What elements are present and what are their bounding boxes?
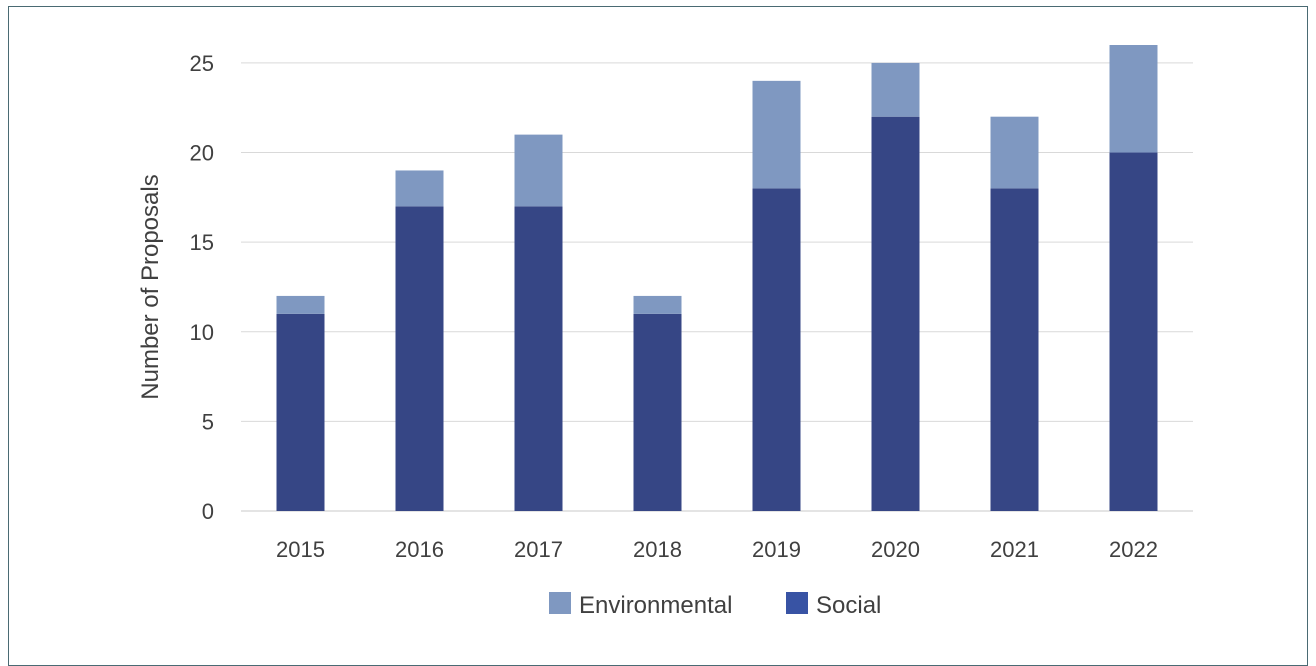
bar-environmental-2018	[633, 295, 682, 314]
bar-social-2016	[395, 206, 444, 512]
x-tick-label: 2015	[276, 537, 325, 562]
bar-environmental-2017	[514, 134, 563, 207]
bar-social-2017	[514, 206, 563, 512]
y-tick-label: 15	[190, 230, 214, 255]
bar-environmental-2022	[1109, 45, 1158, 153]
y-tick-label: 20	[190, 141, 214, 166]
x-tick-label: 2020	[871, 537, 920, 562]
x-tick-label: 2022	[1109, 537, 1158, 562]
bar-environmental-2019	[752, 80, 801, 189]
x-tick-label: 2019	[752, 537, 801, 562]
x-tick-label: 2021	[990, 537, 1039, 562]
legend-label-environmental: Environmental	[579, 592, 732, 619]
bar-environmental-2021	[990, 116, 1039, 189]
legend-swatch-social	[786, 592, 808, 614]
x-tick-label: 2018	[633, 537, 682, 562]
gridlines	[241, 62, 1193, 512]
bar-social-2022	[1109, 152, 1158, 512]
y-tick-label: 10	[190, 320, 214, 345]
x-tick-label: 2016	[395, 537, 444, 562]
bars	[276, 45, 1158, 512]
bar-social-2015	[276, 313, 325, 511]
x-axis-ticks: 2015 2016 2017 2018 2019 2020 2021 2022	[276, 537, 1158, 562]
legend-swatch-environmental	[549, 592, 571, 614]
bar-social-2018	[633, 313, 682, 511]
bar-environmental-2020	[871, 62, 920, 117]
y-tick-label: 5	[202, 409, 214, 434]
bar-environmental-2016	[395, 170, 444, 207]
x-tick-label: 2017	[514, 537, 563, 562]
y-axis-ticks: 0 5 10 15 20 25	[190, 51, 214, 524]
y-tick-label: 25	[190, 51, 214, 76]
legend: Environmental Social	[549, 592, 881, 619]
y-tick-label: 0	[202, 499, 214, 524]
bar-social-2019	[752, 188, 801, 511]
y-axis-title: Number of Proposals	[137, 174, 164, 399]
bar-environmental-2015	[276, 295, 325, 314]
bar-social-2021	[990, 188, 1039, 511]
bar-social-2020	[871, 116, 920, 511]
legend-label-social: Social	[816, 592, 881, 619]
